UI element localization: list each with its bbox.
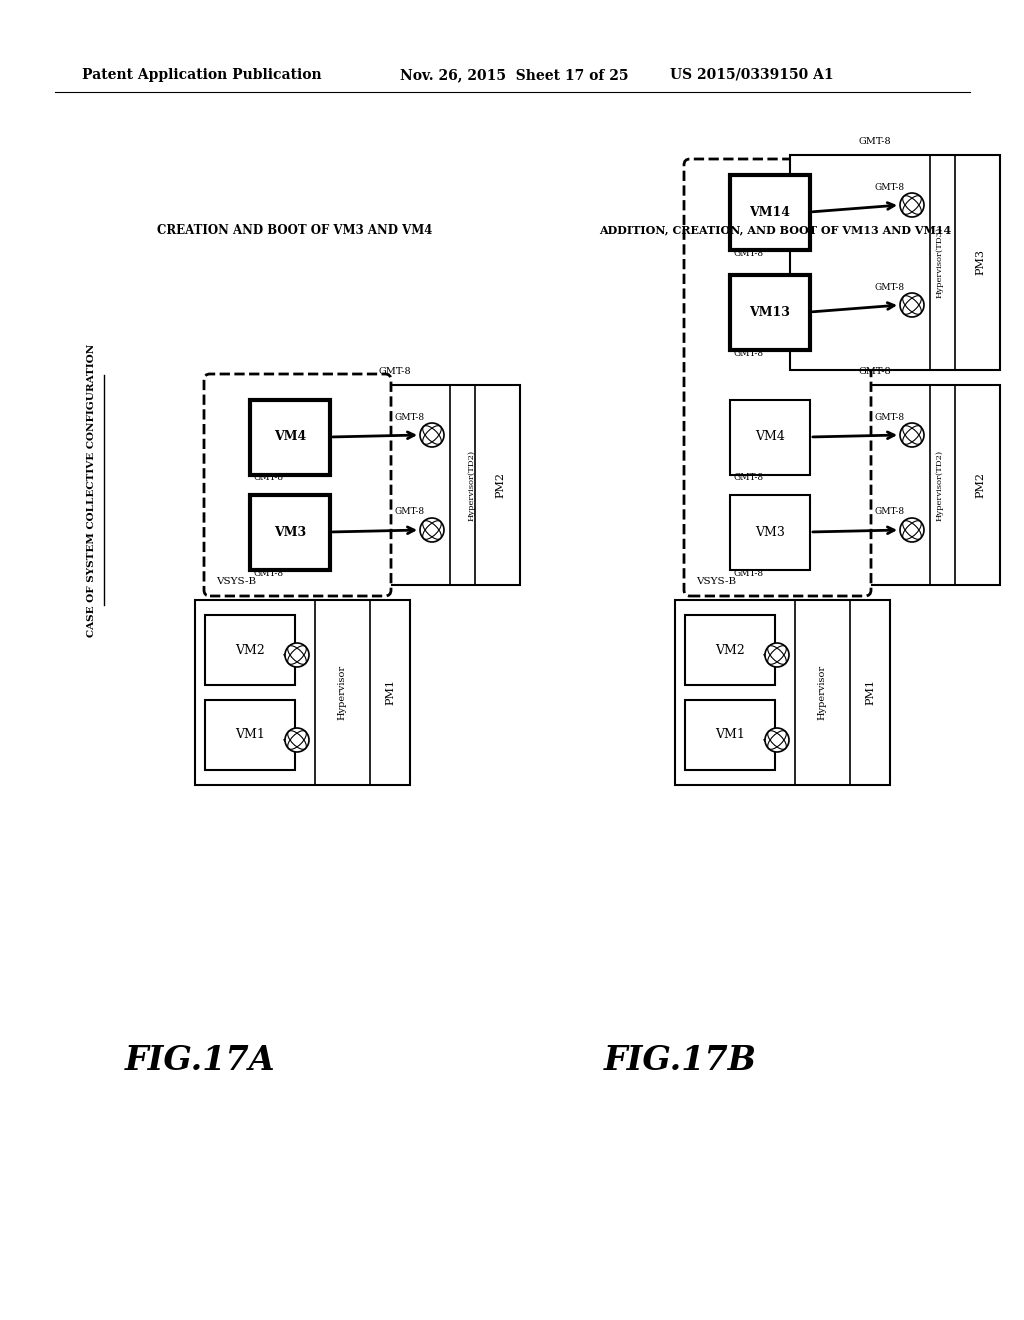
Text: PM1: PM1 [385, 678, 395, 705]
Bar [250, 495, 330, 570]
Bar [685, 615, 775, 685]
Text: VM3: VM3 [755, 525, 785, 539]
Text: PM2: PM2 [495, 473, 505, 498]
Text: VSYS-B: VSYS-B [696, 578, 736, 586]
Bar [310, 385, 520, 585]
Text: Hypervisor: Hypervisor [338, 664, 346, 719]
Text: GMT-8: GMT-8 [859, 136, 891, 145]
Text: VM14: VM14 [750, 206, 791, 219]
Bar [790, 385, 1000, 585]
Bar [730, 495, 810, 570]
Circle shape [285, 643, 309, 667]
Text: PM1: PM1 [865, 678, 874, 705]
Circle shape [420, 422, 444, 447]
Bar [730, 275, 810, 350]
Text: GMT-8: GMT-8 [733, 569, 763, 578]
Bar [685, 700, 775, 770]
Text: GMT-8: GMT-8 [733, 348, 763, 358]
Text: Hypervisor: Hypervisor [817, 664, 826, 719]
Text: ADDITION, CREATION, AND BOOT OF VM13 AND VM14: ADDITION, CREATION, AND BOOT OF VM13 AND… [599, 224, 951, 235]
Bar [790, 154, 1000, 370]
Circle shape [285, 729, 309, 752]
Bar [195, 601, 410, 785]
Text: GMT-8: GMT-8 [874, 282, 905, 292]
Circle shape [900, 293, 924, 317]
Text: VM1: VM1 [715, 729, 744, 742]
Text: CASE OF SYSTEM COLLECTIVE CONFIGURATION: CASE OF SYSTEM COLLECTIVE CONFIGURATION [87, 343, 96, 636]
Text: VM2: VM2 [715, 644, 744, 656]
FancyBboxPatch shape [684, 158, 871, 597]
Circle shape [420, 517, 444, 543]
Text: GMT-8: GMT-8 [253, 474, 283, 483]
Text: PM3: PM3 [975, 249, 985, 275]
Bar [205, 615, 295, 685]
Text: GMT-8: GMT-8 [874, 182, 905, 191]
Text: GMT-8: GMT-8 [395, 507, 425, 516]
Text: VM3: VM3 [274, 525, 306, 539]
Bar [730, 400, 810, 475]
Circle shape [900, 517, 924, 543]
Text: GMT-8: GMT-8 [874, 412, 905, 421]
Text: Nov. 26, 2015  Sheet 17 of 25: Nov. 26, 2015 Sheet 17 of 25 [400, 69, 629, 82]
Text: Hypervisor(TD3): Hypervisor(TD3) [936, 226, 944, 297]
Text: GMT-8: GMT-8 [733, 248, 763, 257]
Text: PM2: PM2 [975, 473, 985, 498]
Circle shape [900, 422, 924, 447]
Text: FIG.17B: FIG.17B [603, 1044, 757, 1077]
Text: VM4: VM4 [755, 430, 785, 444]
Text: Hypervisor(TD2): Hypervisor(TD2) [468, 449, 476, 520]
Text: VM13: VM13 [750, 305, 791, 318]
Bar [250, 400, 330, 475]
Text: GMT-8: GMT-8 [733, 474, 763, 483]
Text: VSYS-B: VSYS-B [216, 578, 256, 586]
Text: GMT-8: GMT-8 [395, 412, 425, 421]
Text: US 2015/0339150 A1: US 2015/0339150 A1 [670, 69, 834, 82]
Bar [675, 601, 890, 785]
Text: GMT-8: GMT-8 [253, 569, 283, 578]
Text: GMT-8: GMT-8 [874, 507, 905, 516]
Text: VM1: VM1 [236, 729, 265, 742]
Text: Patent Application Publication: Patent Application Publication [82, 69, 322, 82]
Text: FIG.17A: FIG.17A [125, 1044, 275, 1077]
Circle shape [765, 729, 790, 752]
Bar [205, 700, 295, 770]
Text: Hypervisor(TD2): Hypervisor(TD2) [936, 449, 944, 520]
Text: GMT-8: GMT-8 [379, 367, 412, 375]
Circle shape [765, 643, 790, 667]
FancyBboxPatch shape [204, 374, 391, 597]
Circle shape [900, 193, 924, 216]
Text: VM2: VM2 [236, 644, 265, 656]
Text: VM4: VM4 [273, 430, 306, 444]
Text: CREATION AND BOOT OF VM3 AND VM4: CREATION AND BOOT OF VM3 AND VM4 [158, 223, 433, 236]
Bar [730, 176, 810, 249]
Text: GMT-8: GMT-8 [859, 367, 891, 375]
